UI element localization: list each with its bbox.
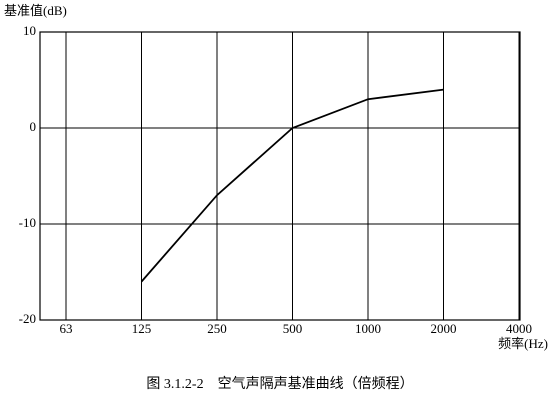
data-line: [140, 88, 444, 283]
x-tick-label: 63: [60, 321, 73, 336]
caption: 图 3.1.2-2 空气声隔声基准曲线（倍频程）: [146, 375, 413, 392]
y-tick-label: -20: [19, 311, 36, 326]
plot-frame: [39, 31, 521, 321]
y-axis-label: 基准值(dB): [4, 3, 67, 18]
y-tick-label: 10: [23, 23, 36, 38]
x-tick-label: 2000: [431, 321, 457, 336]
x-tick-label: 4000: [506, 321, 532, 336]
y-tick-label: 0: [30, 119, 37, 134]
x-tick-label: 500: [283, 321, 303, 336]
y-tick-label: -10: [19, 215, 36, 230]
x-axis-label: 频率(Hz): [498, 336, 548, 351]
x-tick-label: 125: [132, 321, 152, 336]
x-tick-label: 1000: [355, 321, 381, 336]
x-tick-label: 250: [207, 321, 227, 336]
